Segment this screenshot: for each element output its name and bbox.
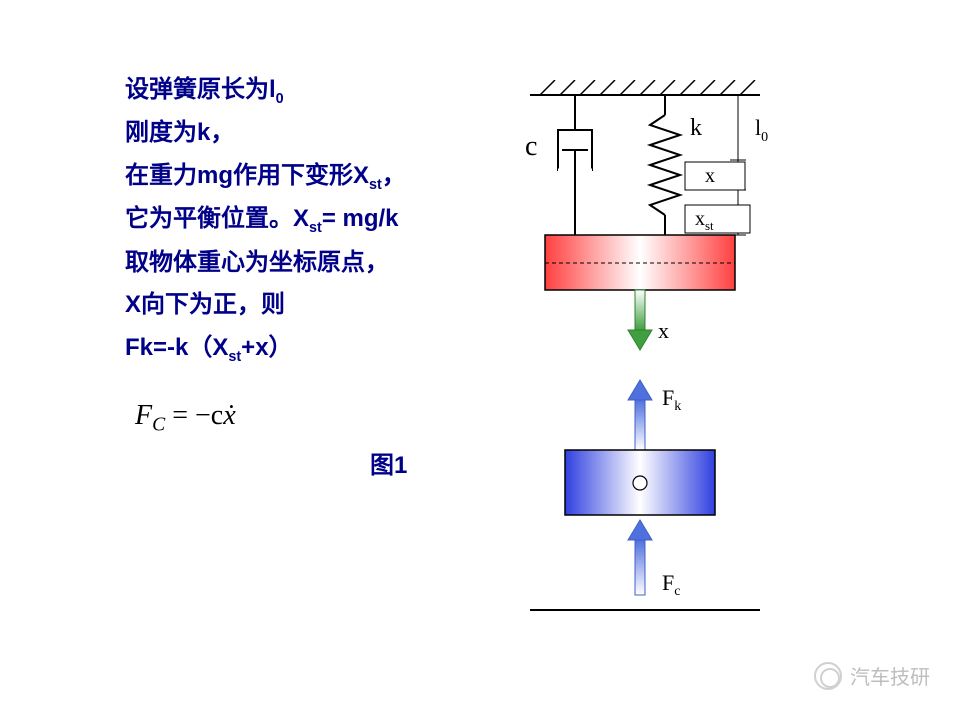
arrow-x-down (628, 290, 652, 350)
wechat-icon (814, 662, 842, 690)
label-fc: Fc (662, 570, 680, 599)
figure-label: 图1 (370, 445, 407, 480)
label-k: k (690, 115, 702, 141)
line-3: 在重力mg作用下变形Xst， (125, 156, 485, 197)
arrow-fk (628, 380, 652, 450)
label-fk: Fk (662, 385, 681, 414)
line-2: 刚度为k， (125, 113, 485, 154)
line-4: 它为平衡位置。Xst= mg/k (125, 199, 485, 240)
mechanics-diagram: c k l0 x xst x Fk (490, 80, 840, 660)
line-5: 取物体重心为坐标原点， (125, 243, 485, 284)
ceiling-icon (530, 80, 760, 95)
line-7: Fk=-k（Xst+x） (125, 328, 485, 369)
line-6: X向下为正，则 (125, 285, 485, 326)
watermark-text: 汽车技研 (850, 661, 930, 690)
damper-icon (558, 95, 592, 235)
label-l0: l0 (755, 115, 768, 145)
watermark: 汽车技研 (814, 661, 930, 690)
description-text: 设弹簧原长为l0 刚度为k， 在重力mg作用下变形Xst， 它为平衡位置。Xst… (125, 70, 485, 372)
label-x1: x (705, 165, 715, 187)
formula-fc: FC = −cẋ (135, 400, 236, 437)
label-c: c (525, 131, 537, 162)
arrow-fc (628, 520, 652, 595)
line-1: 设弹簧原长为l0 (125, 70, 485, 111)
spring-icon (650, 95, 680, 235)
label-x: x (658, 318, 669, 343)
